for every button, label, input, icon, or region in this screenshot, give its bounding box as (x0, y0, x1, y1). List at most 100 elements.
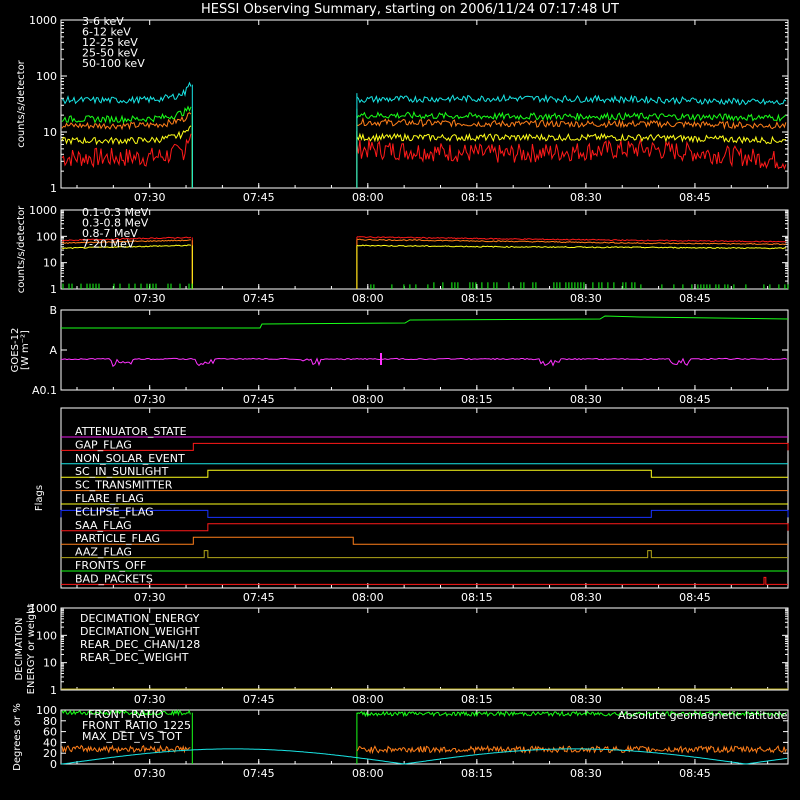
xray-series-line (62, 81, 192, 105)
x-tick-label: 07:45 (243, 191, 275, 204)
legend-entry: 12-25 keV (82, 36, 138, 49)
latitude-curve (60, 748, 788, 765)
x-tick-label: 08:00 (352, 393, 384, 406)
xray-series-line (356, 137, 787, 171)
y-tick-label: 80 (43, 715, 57, 728)
flag-line (60, 509, 789, 518)
front-ratio-line (61, 709, 191, 717)
panel-frame (60, 309, 789, 391)
flag-label: AAZ_FLAG (75, 546, 132, 559)
gamma-series-line (61, 244, 192, 250)
legend-entry: REAR_DEC_WEIGHT (80, 651, 189, 664)
legend-entry: 50-100 keV (82, 57, 145, 70)
xray-series-line (356, 117, 787, 130)
y-axis-label-text: DECIMATION (14, 617, 25, 680)
x-tick-label: 08:45 (679, 767, 711, 780)
y-tick-label: 20 (43, 747, 57, 760)
legend-entry: REAR_DEC_CHAN/128 (80, 638, 200, 651)
panel-frame (60, 209, 789, 290)
xray-series-line (61, 125, 192, 146)
gamma-series-line (356, 238, 787, 246)
y-tick-label: 10 (43, 657, 57, 670)
flag-line (61, 469, 788, 478)
flag-label: FLARE_FLAG (75, 492, 144, 505)
gamma-series-line (356, 244, 786, 250)
x-tick-label: 07:45 (243, 767, 275, 780)
y-tick-label: 1000 (29, 14, 57, 27)
panel-frame (60, 407, 789, 589)
x-tick-label: 07:30 (134, 693, 166, 706)
flag-line (61, 523, 789, 532)
y-tick-label: 1 (50, 684, 57, 697)
legend-entry: 0.3-0.8 MeV (82, 217, 149, 230)
goes-long-line (61, 315, 789, 329)
max-det-line (356, 744, 787, 755)
y-tick-label: 100 (36, 70, 57, 83)
flag-label: BAD_PACKETS (75, 572, 153, 585)
y-axis-label: DECIMATION ENERGY or weight (14, 604, 37, 695)
flag-label: NON_SOLAR_EVENT (75, 452, 185, 465)
legend-entry: 7-20 MeV (82, 238, 135, 251)
gamma-series-line (62, 239, 191, 244)
y-tick-label: 60 (43, 726, 57, 739)
x-tick-label: 08:45 (679, 393, 711, 406)
legend-entry: 0.1-0.3 MeV (82, 206, 149, 219)
x-tick-label: 08:45 (679, 591, 711, 604)
xray-series-line (356, 132, 787, 145)
latitude-annotation: Absolute geomagnetic latitude (618, 709, 788, 722)
x-tick-label: 08:30 (570, 767, 602, 780)
flag-line (61, 576, 788, 585)
x-tick-label: 08:30 (570, 393, 602, 406)
legend-entry: DECIMATION_ENERGY (80, 612, 200, 625)
legend-entry: 6-12 keV (82, 26, 131, 39)
gamma-series-line (356, 236, 786, 243)
x-tick-label: 08:00 (352, 292, 384, 305)
x-tick-label: 07:45 (243, 292, 275, 305)
x-tick-label: 08:00 (352, 767, 384, 780)
panel-frame (60, 709, 789, 765)
panel-frame (60, 19, 789, 189)
y-tick-label: 10 (43, 126, 57, 139)
x-tick-label: 08:15 (461, 393, 493, 406)
x-tick-label: 07:30 (134, 292, 166, 305)
x-tick-label: 08:45 (679, 292, 711, 305)
y-tick-label: 1000 (29, 602, 57, 615)
flag-label: PARTICLE_FLAG (75, 532, 160, 545)
flag-label: SC_TRANSMITTER (75, 479, 173, 492)
x-tick-label: 07:30 (134, 591, 166, 604)
x-tick-label: 08:45 (679, 191, 711, 204)
flag-label: GAP_FLAG (75, 438, 132, 451)
front-ratio-line (356, 710, 787, 718)
y-axis-label: counts/s/detector (16, 205, 27, 293)
y-tick-label: 0 (50, 758, 57, 771)
flag-line (61, 536, 788, 545)
figure-title: HESSI Observing Summary, starting on 200… (201, 2, 619, 17)
flag-line (61, 550, 788, 559)
legend-entry: 3-6 keV (82, 15, 124, 28)
y-tick-label: 1 (50, 283, 57, 296)
legend-entry: 0.8-7 MeV (82, 227, 138, 240)
y-axis-label-text: GOES-12 (10, 328, 21, 373)
flag-line (61, 442, 789, 451)
x-tick-label: 08:15 (461, 292, 493, 305)
y-axis-label-text: counts/s/detector (16, 59, 27, 147)
x-tick-label: 08:30 (570, 191, 602, 204)
x-tick-label: 08:30 (570, 292, 602, 305)
legend-entry: FRONT_RATIO (88, 708, 164, 721)
x-tick-label: 08:30 (570, 693, 602, 706)
x-tick-label: 08:00 (352, 693, 384, 706)
y-tick-label: 1000 (29, 204, 57, 217)
y-axis-label: counts/s/detector (16, 59, 27, 147)
y-tick-label: B (49, 304, 57, 317)
x-tick-label: 08:45 (679, 693, 711, 706)
gamma-series-line (61, 236, 192, 242)
y-axis-label-text: ENERGY or weight (26, 604, 37, 695)
y-tick-label: 100 (36, 230, 57, 243)
y-tick-label: 1 (50, 182, 57, 195)
y-tick-label: A (49, 344, 57, 357)
y-axis-label-text: counts/s/detector (16, 205, 27, 293)
x-tick-label: 08:15 (461, 693, 493, 706)
goes-short-line (60, 357, 788, 368)
x-tick-label: 07:45 (243, 693, 275, 706)
